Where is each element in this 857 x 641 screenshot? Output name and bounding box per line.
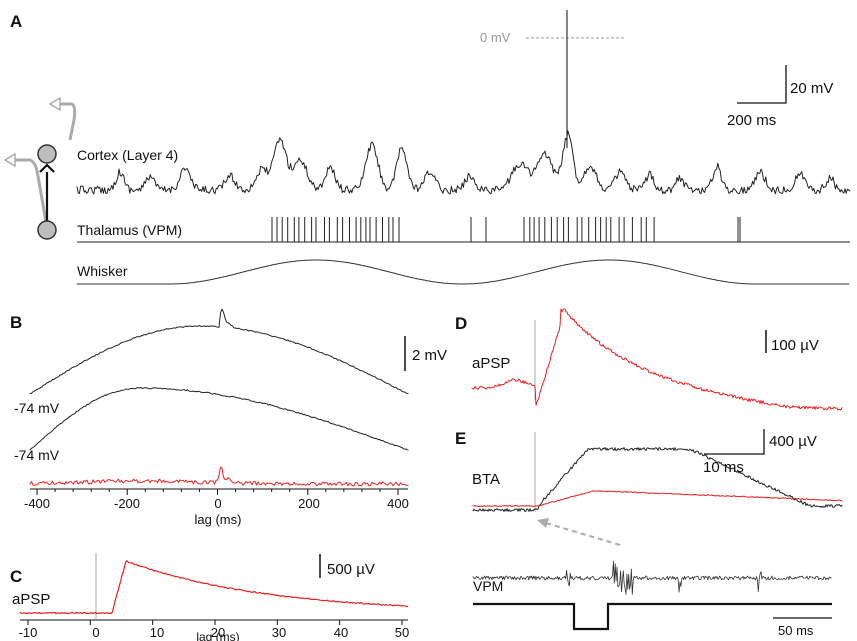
b-tick-label-3: 200: [298, 496, 320, 511]
c-tick-label-5: 40: [334, 625, 348, 640]
cortex-vm-trace: [76, 130, 851, 195]
thalamus-raster: [271, 217, 741, 242]
neuron-schematic: [3, 96, 77, 240]
cortex-label: Cortex (Layer 4): [77, 147, 178, 163]
b-trace-1: [29, 308, 409, 395]
b-trace-2-label: -74 mV: [14, 447, 60, 463]
thalamus-label: Thalamus (VPM): [77, 222, 182, 238]
scalebar-e2-label: 50 ms: [778, 623, 814, 638]
scalebar-d-label: 100 µV: [771, 337, 819, 354]
b-tick-label-0: -400: [24, 496, 50, 511]
thalamus-neuron: [37, 220, 57, 240]
panel-d-letter: D: [455, 314, 467, 333]
c-tick-label-2: 10: [150, 625, 164, 640]
b-trace-red: [29, 466, 409, 487]
scalebar-e: [704, 429, 765, 455]
d-trace-label: aPSP: [472, 355, 510, 372]
dendrite-cortex: [60, 102, 77, 141]
b-trace-2: [29, 386, 409, 451]
whisker-trace: [76, 259, 850, 285]
zero-mv-label: 0 mV: [480, 30, 511, 45]
b-tick-label-1: -200: [114, 496, 140, 511]
c-trace: [19, 560, 409, 615]
c-tick-label-1: 0: [92, 625, 99, 640]
panel-b-letter: B: [10, 313, 22, 332]
scalebar-e-voltage: 400 µV: [769, 433, 817, 450]
panel-c-letter: C: [10, 567, 22, 586]
c-xlabel: lag (ms): [196, 630, 239, 641]
cortex-neuron: [37, 144, 57, 164]
scalebar-a-time: 200 ms: [727, 112, 776, 129]
vpm-trace: [472, 560, 832, 595]
axon-arrow-thalamus: [3, 152, 16, 168]
c-tick-label-3: 20: [211, 625, 225, 640]
e-red-trace: [472, 490, 843, 507]
c-trace-label: aPSP: [12, 591, 50, 608]
b-trace-1-label: -74 mV: [14, 400, 60, 416]
stimulus-step: [473, 602, 832, 631]
panel-e-letter: E: [455, 429, 466, 448]
b-tick-label-2: 0: [214, 496, 221, 511]
axon-arrow-cortex: [48, 96, 61, 112]
c-tick-label-0: -10: [19, 625, 38, 640]
synapse: [39, 163, 55, 173]
scalebar-c-label: 500 µV: [327, 561, 375, 578]
dendrite-thalamus: [15, 158, 48, 223]
b-ticks: [36, 489, 399, 495]
scalebar-b-label: 2 mV: [412, 347, 447, 364]
e-arrow-line: [545, 522, 621, 546]
d-trace: [471, 308, 843, 411]
c-ticks: [27, 620, 403, 625]
whisker-label: Whisker: [77, 263, 128, 279]
scalebar-a: [737, 65, 787, 104]
b-xlabel: lag (ms): [195, 512, 242, 527]
panel-a-letter: A: [10, 12, 22, 31]
b-tick-label-4: 400: [387, 496, 409, 511]
c-tick-label-6: 50: [395, 625, 409, 640]
scalebar-a-voltage: 20 mV: [790, 80, 833, 97]
e-bta-label: BTA: [472, 471, 500, 488]
e-bta-trace: [472, 447, 843, 512]
e-arrow-head: [537, 518, 549, 528]
e-vpm-label: VPM: [473, 578, 503, 594]
scalebar-e-time: 10 ms: [703, 459, 744, 476]
c-tick-label-4: 30: [272, 625, 286, 640]
